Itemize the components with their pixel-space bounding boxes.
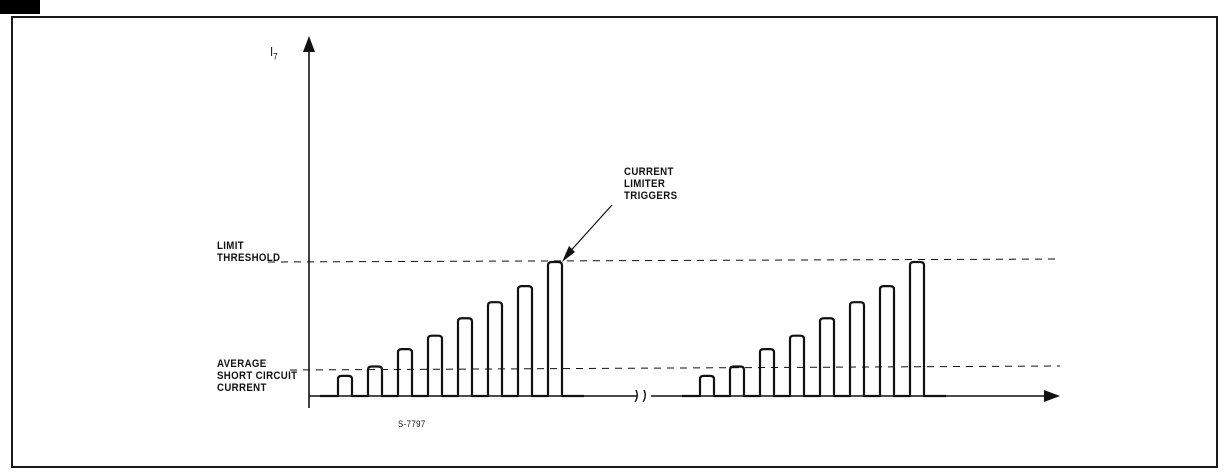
- limit-threshold-line: [267, 258, 1061, 263]
- x-axis-arrow: [1044, 390, 1060, 402]
- limit-threshold-label: LIMIT THRESHOLD: [217, 240, 281, 264]
- pulse-cycle-2: [682, 260, 946, 398]
- trigger-annotation: CURRENT LIMITER TRIGGERS: [624, 166, 678, 202]
- trigger-arrow-head: [562, 246, 575, 262]
- average-short-circuit-label: AVERAGE SHORT CIRCUIT CURRENT: [217, 358, 298, 394]
- axis-break-mark: [634, 389, 646, 403]
- figure-frame: [11, 16, 1218, 468]
- y-axis-label: I7: [270, 44, 278, 62]
- pulse-cycle-1: [320, 260, 584, 398]
- average-current-line: [289, 365, 1061, 371]
- trigger-arrow-line: [565, 204, 613, 257]
- pulse-train: [320, 260, 946, 398]
- figure-label-tab: [0, 0, 40, 14]
- y-axis-arrow: [303, 36, 315, 52]
- figure-code: S-7797: [398, 419, 426, 429]
